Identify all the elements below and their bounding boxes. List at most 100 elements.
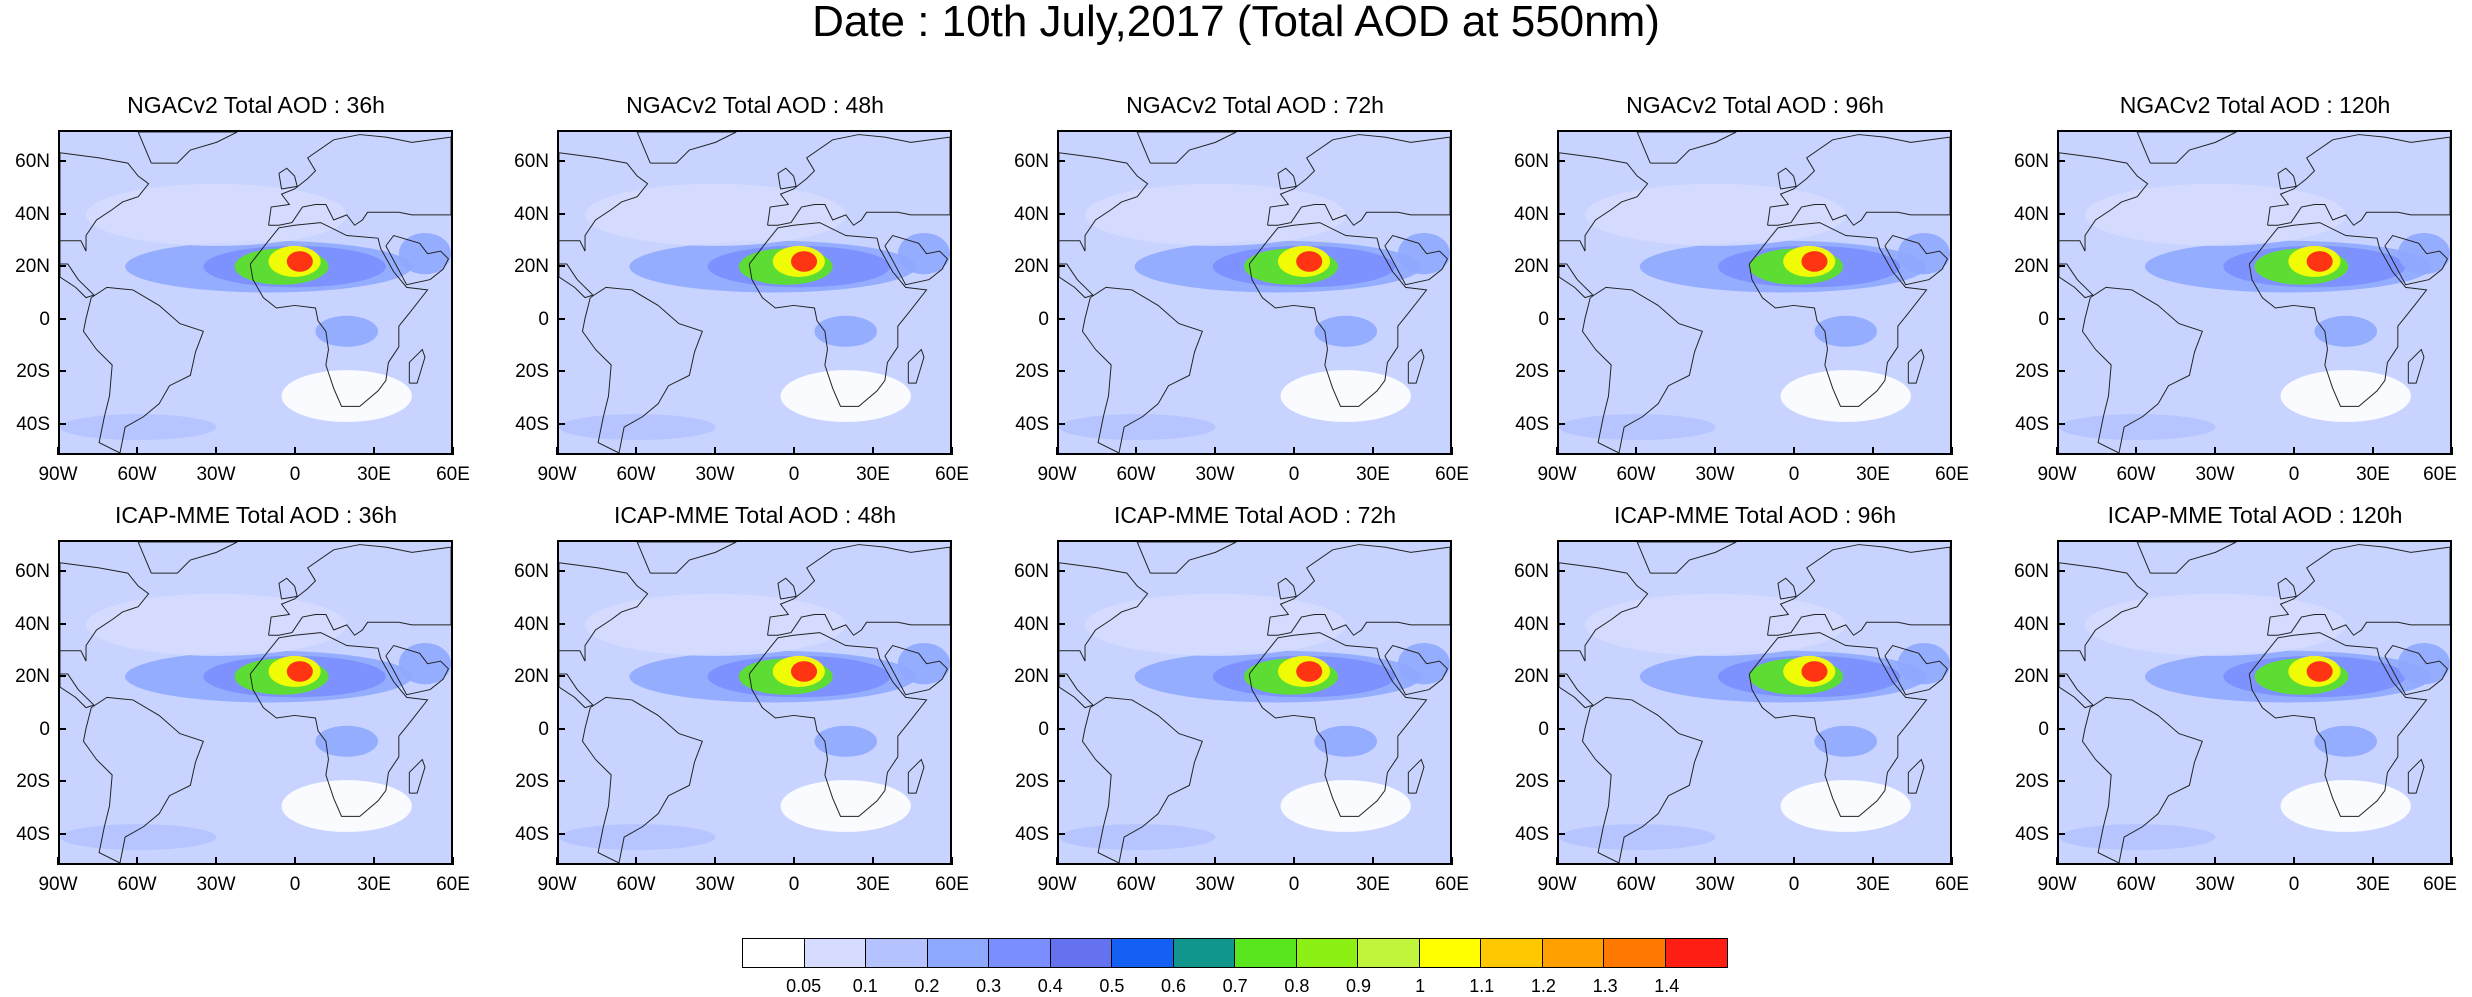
aod-plume — [559, 824, 716, 851]
lon-tick-label: 30E — [1356, 874, 1390, 895]
coastline — [2267, 544, 2450, 636]
lat-tick-label: 20N — [1514, 256, 1549, 278]
aod-plume — [1059, 414, 1216, 441]
aod-plume — [1897, 232, 1950, 275]
lon-tick-label: 0 — [1288, 874, 1300, 895]
lon-tick-label: 30E — [357, 874, 391, 895]
coastline — [1581, 286, 1703, 453]
lon-tick — [2372, 447, 2374, 455]
lon-tick-label: 60W — [1616, 464, 1656, 485]
lat-tick-label: 20S — [2015, 361, 2049, 383]
lat-tick — [1057, 727, 1065, 730]
coastline — [2407, 348, 2425, 384]
lon-tick-label: 60E — [2423, 464, 2457, 485]
coastline — [1748, 222, 1928, 407]
lon-tick — [2451, 447, 2453, 455]
lon-tick — [556, 447, 558, 455]
lat-tick — [557, 570, 565, 573]
colorbar-swatch — [866, 939, 928, 967]
coastline — [777, 577, 797, 600]
coastline — [1777, 167, 1797, 190]
coastline — [1884, 644, 1949, 696]
aod-plume — [1780, 370, 1911, 422]
lon-tick-label: 0 — [2288, 874, 2300, 895]
lat-tick-label: 0 — [538, 718, 549, 740]
aod-map — [2057, 540, 2452, 865]
coastline — [1267, 134, 1450, 226]
lon-tick — [1056, 447, 1058, 455]
map-svg — [60, 132, 451, 453]
colorbar-label: 0.3 — [976, 976, 1002, 996]
lat-tick-label: 20N — [15, 256, 50, 278]
coastline — [907, 348, 925, 384]
lat-tick-label: 20S — [2015, 771, 2049, 793]
lon-tick — [1556, 857, 1558, 865]
lat-tick — [2057, 832, 2065, 835]
lat-tick — [58, 570, 66, 573]
lon-tick-label: 30E — [2356, 464, 2390, 485]
panel-title: NGACv2 Total AOD : 120h — [2119, 92, 2391, 118]
aod-plume — [1814, 315, 1878, 347]
lat-tick-label: 20S — [1015, 361, 1049, 383]
lon-tick-label: 60E — [1935, 464, 1969, 485]
coastline — [1277, 167, 1297, 190]
coastline — [636, 542, 737, 574]
coastline — [2277, 167, 2297, 190]
coastline — [1777, 577, 1797, 600]
lon-tick — [556, 857, 558, 865]
lon-tick — [215, 857, 217, 865]
lon-tick — [1635, 857, 1637, 865]
aod-map — [2057, 130, 2452, 455]
lon-tick — [57, 447, 59, 455]
lat-tick-label: 40S — [1015, 823, 1049, 845]
lon-tick — [452, 857, 454, 865]
coastline — [2136, 132, 2237, 164]
panel-title: ICAP-MME Total AOD : 36h — [114, 502, 398, 528]
coastline — [1407, 758, 1425, 794]
lat-tick — [2057, 727, 2065, 730]
aod-plume — [281, 780, 412, 832]
lat-tick-label: 40N — [514, 613, 549, 635]
lat-tick-label: 0 — [1538, 718, 1549, 740]
lat-tick — [557, 780, 565, 783]
colorbar-swatch — [743, 939, 805, 967]
lon-tick — [635, 447, 637, 455]
aod-plume — [2085, 593, 2346, 656]
aod-plume — [559, 414, 716, 441]
coastline — [767, 134, 950, 226]
lat-tick-label: 40S — [16, 823, 50, 845]
lon-tick-label: 30E — [357, 464, 391, 485]
aod-plume — [315, 315, 379, 347]
aod-plume — [2314, 725, 2378, 757]
aod-plume — [86, 183, 347, 246]
aod-plume — [398, 642, 451, 685]
lat-tick — [58, 422, 66, 425]
lon-tick-label: 0 — [2288, 464, 2300, 485]
coastline — [408, 758, 426, 794]
lat-tick — [557, 265, 565, 268]
aod-plume — [1897, 642, 1950, 685]
coastline — [559, 152, 649, 299]
lat-tick — [2057, 265, 2065, 268]
lon-tick — [1556, 447, 1558, 455]
lat-tick-label: 40N — [2014, 203, 2049, 225]
lon-tick — [1372, 857, 1374, 865]
lon-tick — [2135, 447, 2137, 455]
aod-plume — [585, 183, 846, 246]
aod-plume — [315, 725, 379, 757]
lat-tick-label: 20S — [515, 361, 549, 383]
map-svg — [559, 132, 950, 453]
coastline — [2248, 632, 2428, 817]
lat-tick-label: 0 — [1038, 308, 1049, 330]
lon-tick — [1451, 447, 1453, 455]
lat-tick-label: 0 — [2038, 718, 2049, 740]
panel-title: ICAP-MME Total AOD : 72h — [1113, 502, 1397, 528]
lon-tick — [2451, 857, 2453, 865]
lat-tick-label: 20N — [2014, 256, 2049, 278]
colorbar-swatch — [927, 939, 990, 967]
aod-plume — [2397, 642, 2450, 685]
lon-tick-label: 0 — [1288, 464, 1300, 485]
map-svg — [559, 542, 950, 863]
lat-tick-label: 0 — [1538, 308, 1549, 330]
coastline — [559, 562, 649, 709]
